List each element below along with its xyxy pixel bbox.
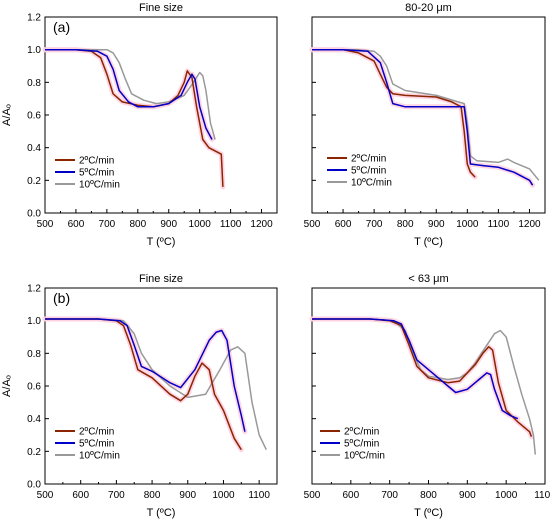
chart-title: 80-20 μm [405, 2, 452, 14]
series-line-1 [45, 318, 242, 451]
x-axis-label: T (ºC) [414, 236, 443, 248]
panel-label: (a) [53, 19, 70, 35]
x-tick-label: 700 [108, 490, 125, 501]
y-tick-label: 0.8 [27, 349, 41, 360]
x-tick-label: 1200 [250, 219, 273, 230]
series-line-1 [45, 48, 224, 187]
y-tick-label: 0.6 [27, 382, 41, 393]
y-axis-label: A/Aₒ [1, 104, 13, 126]
y-axis-label: A/Aₒ [1, 375, 13, 397]
x-tick-label: 800 [129, 219, 146, 230]
x-tick-label: 900 [428, 219, 445, 230]
chart-panel-2: 80-20 μm 500 600 700 800 900 1000 1100 1200 T (ºC… [304, 2, 546, 248]
x-tick-label: 1000 [189, 219, 212, 230]
x-tick-label: 1200 [518, 219, 541, 230]
legend-label: 2ºC/min [79, 156, 114, 167]
x-tick-label: 500 [304, 490, 321, 501]
series-highlight [309, 316, 521, 422]
x-tick-label: 900 [160, 219, 177, 230]
x-tick-label: 800 [144, 490, 161, 501]
y-tick-label: 0.6 [27, 111, 41, 122]
series-highlight [42, 47, 226, 190]
x-tick-label: 1000 [456, 219, 479, 230]
x-tick-label: 700 [99, 219, 116, 230]
legend-label: 10ºC/min [79, 180, 120, 191]
x-tick-label: 600 [342, 490, 359, 501]
x-tick-label: 700 [381, 490, 398, 501]
x-tick-label: 1000 [212, 490, 235, 501]
x-tick-label: 1100 [220, 219, 242, 230]
legend-label: 2ºC/min [344, 427, 379, 438]
legend-label: 2ºC/min [79, 427, 114, 438]
legend-label: 10ºC/min [351, 178, 392, 189]
x-tick-label: 800 [420, 490, 437, 501]
legend-label: 5ºC/min [79, 439, 114, 450]
series-highlight [309, 47, 536, 188]
series-line-3 [45, 318, 267, 451]
x-tick-label: 500 [37, 490, 54, 501]
panel-label: (b) [53, 290, 70, 306]
chart-title: Fine size [139, 273, 183, 285]
series-line-2 [45, 318, 246, 432]
legend-label: 10ºC/min [344, 451, 385, 462]
series-line-3 [45, 48, 216, 140]
y-tick-label: 0.0 [27, 209, 41, 220]
legend-label: 5ºC/min [344, 439, 379, 450]
legend-label: 5ºC/min [351, 166, 386, 177]
x-axis-label: T (ºC) [414, 507, 443, 519]
y-tick-label: 0.4 [27, 143, 41, 154]
legend-label: 5ºC/min [79, 168, 114, 179]
x-tick-label: 800 [397, 219, 414, 230]
series-highlight [42, 47, 215, 142]
y-tick-label: 0.8 [27, 78, 41, 89]
chart-panel-4: < 63 μm 500 600 700 800 900 1000 1100 T (ºC) 2ºC/… [304, 273, 550, 519]
x-tick-label: 1100 [248, 490, 270, 501]
y-tick-label: 0.0 [27, 480, 41, 491]
x-tick-label: 1100 [534, 490, 550, 501]
y-tick-label: 1.0 [27, 316, 41, 327]
legend-label: 10ºC/min [79, 451, 120, 462]
legend-label: 2ºC/min [351, 154, 386, 165]
x-tick-label: 1100 [488, 219, 510, 230]
x-axis-label: T (ºC) [147, 507, 176, 519]
y-tick-label: 1.2 [27, 13, 41, 24]
series-line-1 [312, 48, 476, 178]
x-tick-label: 1000 [495, 490, 518, 501]
y-tick-label: 0.2 [27, 176, 41, 187]
y-tick-label: 1.0 [27, 45, 41, 56]
y-tick-label: 1.2 [27, 284, 41, 295]
chart-title: < 63 μm [408, 273, 448, 285]
series-line-2 [45, 48, 213, 140]
chart-panel-1: Fine size (a) 500 600 700 800 900 1000 1100 1200 0… [1, 2, 278, 248]
x-axis-label: T (ºC) [147, 236, 176, 248]
chart-panel-3: Fine size (b) 500 600 700 800 900 1000 1100 0.0 0.… [1, 273, 278, 519]
x-tick-label: 500 [37, 219, 54, 230]
series-highlight [309, 316, 534, 440]
plot-frame [311, 16, 546, 214]
x-tick-label: 600 [68, 219, 85, 230]
x-tick-label: 500 [304, 219, 321, 230]
chart-title: Fine size [139, 2, 183, 14]
x-tick-label: 700 [366, 219, 383, 230]
series-line-2 [312, 318, 519, 420]
series-line-2 [312, 48, 534, 186]
x-tick-label: 600 [335, 219, 352, 230]
x-tick-label: 600 [72, 490, 89, 501]
y-tick-label: 0.2 [27, 447, 41, 458]
series-line-3 [312, 48, 540, 181]
y-tick-label: 0.4 [27, 414, 41, 425]
x-tick-label: 900 [179, 490, 196, 501]
x-tick-label: 900 [459, 490, 476, 501]
